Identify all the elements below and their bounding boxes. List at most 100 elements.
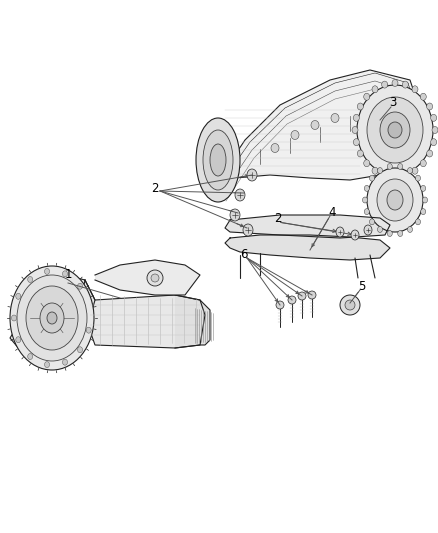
Ellipse shape — [427, 103, 433, 110]
Ellipse shape — [271, 143, 279, 152]
Ellipse shape — [398, 164, 403, 169]
Ellipse shape — [367, 97, 423, 163]
Ellipse shape — [78, 347, 82, 353]
Ellipse shape — [353, 139, 359, 146]
Ellipse shape — [308, 291, 316, 299]
Ellipse shape — [370, 175, 374, 181]
Ellipse shape — [420, 185, 426, 191]
Ellipse shape — [357, 150, 364, 157]
Ellipse shape — [423, 197, 427, 203]
Ellipse shape — [336, 227, 344, 237]
Ellipse shape — [28, 353, 33, 359]
Ellipse shape — [288, 296, 296, 304]
Ellipse shape — [147, 270, 163, 286]
Ellipse shape — [16, 337, 21, 343]
Ellipse shape — [398, 230, 403, 237]
Text: 3: 3 — [389, 96, 397, 109]
Ellipse shape — [387, 190, 403, 210]
Polygon shape — [225, 235, 390, 260]
Ellipse shape — [243, 224, 253, 236]
Ellipse shape — [364, 93, 370, 100]
Ellipse shape — [427, 150, 433, 157]
Ellipse shape — [372, 86, 378, 93]
Polygon shape — [225, 215, 390, 238]
Ellipse shape — [364, 208, 369, 215]
Ellipse shape — [340, 295, 360, 315]
Ellipse shape — [357, 85, 433, 175]
Ellipse shape — [26, 286, 78, 350]
Ellipse shape — [351, 230, 359, 240]
Text: 2: 2 — [274, 212, 282, 224]
Ellipse shape — [420, 160, 426, 167]
Ellipse shape — [311, 120, 319, 130]
Ellipse shape — [420, 93, 426, 100]
Polygon shape — [80, 280, 205, 348]
Ellipse shape — [407, 227, 413, 232]
Ellipse shape — [380, 112, 410, 148]
Ellipse shape — [47, 312, 57, 324]
Ellipse shape — [407, 167, 413, 174]
Ellipse shape — [392, 174, 398, 181]
Ellipse shape — [364, 160, 370, 167]
Ellipse shape — [431, 139, 437, 146]
Ellipse shape — [331, 114, 339, 123]
Ellipse shape — [432, 126, 438, 133]
Ellipse shape — [11, 315, 17, 321]
Ellipse shape — [392, 79, 398, 86]
Ellipse shape — [387, 164, 392, 169]
Ellipse shape — [387, 230, 392, 237]
Polygon shape — [10, 275, 95, 358]
Ellipse shape — [364, 185, 369, 191]
Ellipse shape — [86, 327, 91, 333]
Ellipse shape — [388, 122, 402, 138]
Ellipse shape — [16, 293, 21, 300]
Ellipse shape — [247, 169, 257, 181]
Ellipse shape — [276, 301, 284, 309]
Ellipse shape — [353, 115, 359, 122]
Ellipse shape — [416, 175, 420, 181]
Ellipse shape — [412, 167, 418, 174]
Text: 1: 1 — [64, 269, 72, 281]
Ellipse shape — [45, 361, 49, 368]
Polygon shape — [95, 260, 200, 295]
Ellipse shape — [378, 167, 382, 174]
Ellipse shape — [416, 219, 420, 225]
Ellipse shape — [381, 172, 388, 179]
Ellipse shape — [403, 81, 408, 88]
Ellipse shape — [370, 219, 374, 225]
Ellipse shape — [63, 359, 67, 365]
Text: 5: 5 — [358, 279, 366, 293]
Ellipse shape — [367, 168, 423, 232]
Ellipse shape — [196, 118, 240, 202]
Ellipse shape — [381, 81, 388, 88]
Ellipse shape — [372, 167, 378, 174]
Text: 4: 4 — [328, 206, 336, 219]
Ellipse shape — [17, 275, 87, 361]
Ellipse shape — [203, 130, 233, 190]
Ellipse shape — [10, 266, 94, 370]
Ellipse shape — [45, 269, 49, 274]
Ellipse shape — [230, 209, 240, 221]
Ellipse shape — [431, 115, 437, 122]
Ellipse shape — [235, 189, 245, 201]
Ellipse shape — [363, 197, 367, 203]
Ellipse shape — [210, 144, 226, 176]
Ellipse shape — [63, 271, 67, 277]
Ellipse shape — [412, 86, 418, 93]
Ellipse shape — [357, 103, 364, 110]
Ellipse shape — [298, 292, 306, 300]
Ellipse shape — [378, 227, 382, 232]
Ellipse shape — [291, 131, 299, 140]
Ellipse shape — [78, 283, 82, 289]
Text: 6: 6 — [240, 247, 248, 261]
Text: 2: 2 — [151, 182, 159, 195]
Polygon shape — [175, 295, 210, 348]
Ellipse shape — [403, 172, 408, 179]
Polygon shape — [210, 70, 420, 185]
Ellipse shape — [151, 274, 159, 282]
Ellipse shape — [352, 126, 358, 133]
Ellipse shape — [28, 277, 33, 282]
Ellipse shape — [345, 300, 355, 310]
Ellipse shape — [420, 208, 426, 215]
Ellipse shape — [40, 303, 64, 333]
